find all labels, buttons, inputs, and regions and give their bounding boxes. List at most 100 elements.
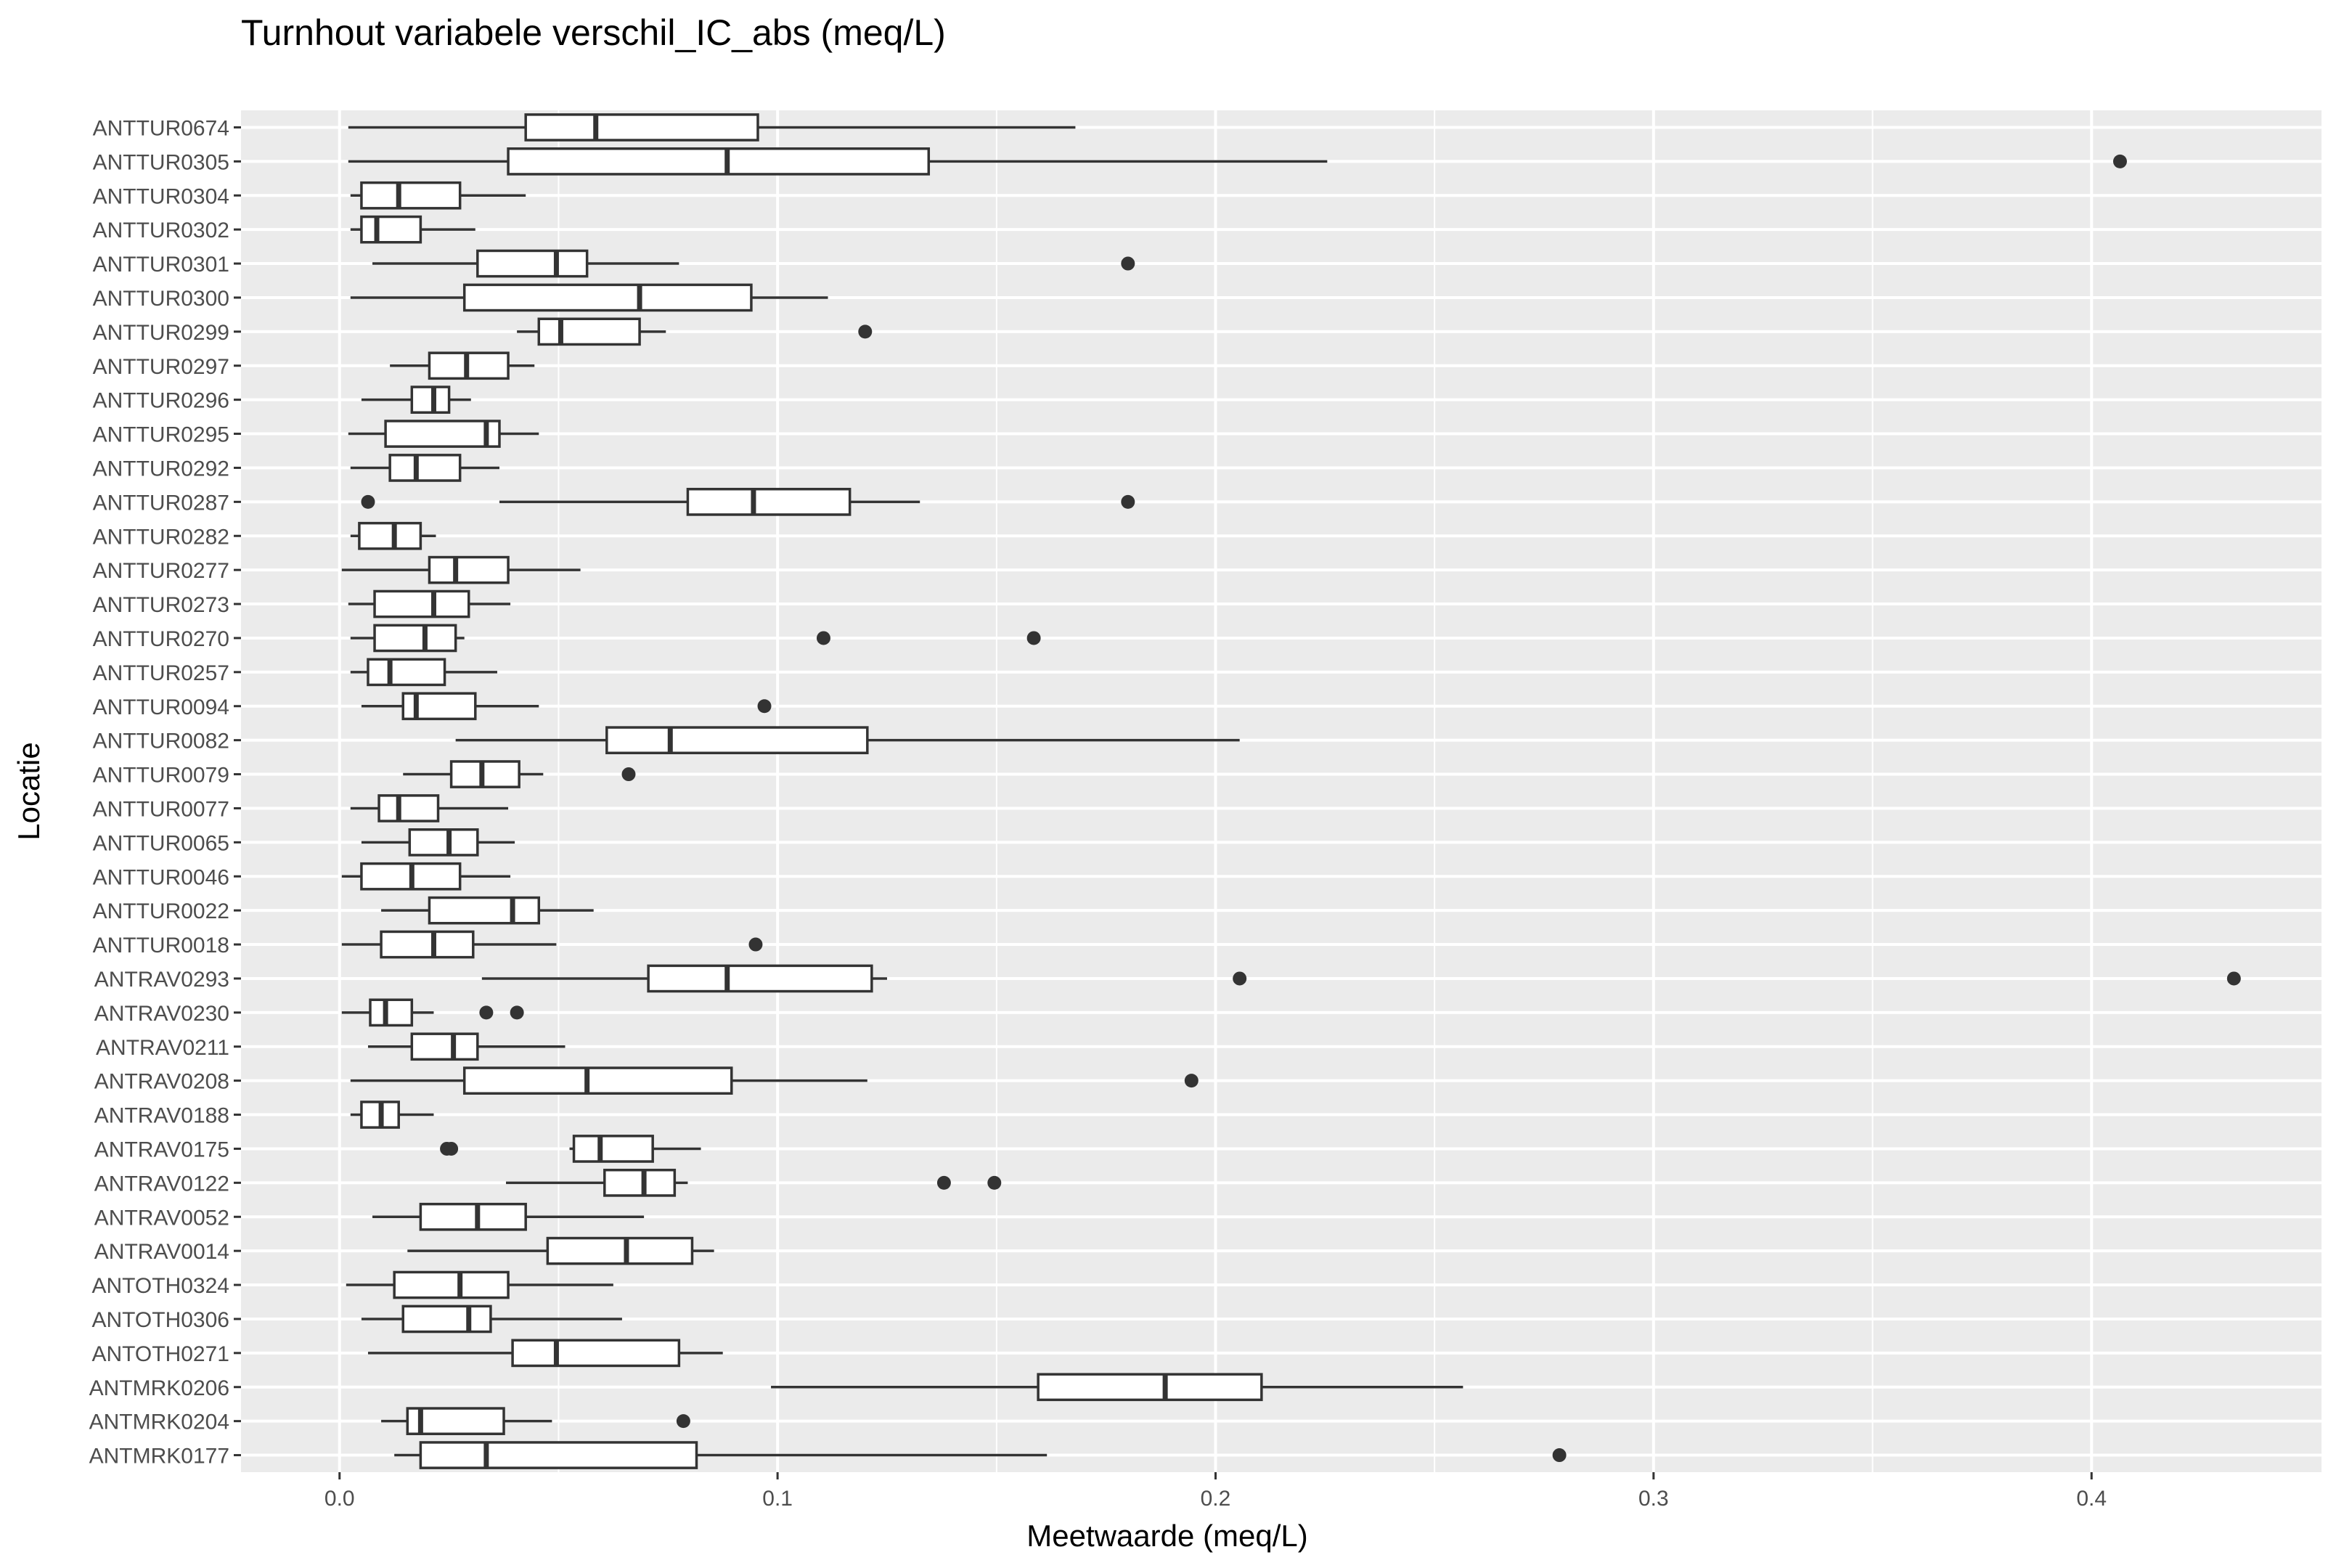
box-ANTTUR0282 (350, 521, 436, 550)
box-iqr (377, 794, 440, 822)
y-tick-label: ANTTUR0257 (93, 661, 229, 685)
box-ANTRAV0211 (367, 1032, 565, 1061)
box-iqr (449, 760, 520, 788)
x-axis-ticks: 0.0 0.1 0.2 0.3 0.4 (324, 1472, 2107, 1511)
box-ANTRAV0052 (372, 1202, 645, 1231)
y-tick-label: ANTRAV0188 (94, 1104, 229, 1128)
outlier-point (1026, 631, 1041, 645)
x-axis-title: Meetwaarde (meq/L) (1026, 1519, 1308, 1553)
box-ANTTUR0287 (361, 488, 1135, 516)
box-ANTTUR0304 (350, 181, 526, 210)
box-iqr (428, 555, 510, 584)
box-iqr (369, 998, 414, 1027)
box-iqr (476, 249, 589, 278)
box-ANTTUR0077 (350, 794, 509, 822)
y-tick-label: ANTTUR0079 (93, 764, 229, 788)
box-ANTTUR0297 (390, 351, 535, 380)
y-tick-label: ANTTUR0065 (93, 831, 229, 855)
box-iqr (524, 113, 759, 142)
x-tick-label: 0.1 (762, 1487, 793, 1511)
chart-title: Turnhout variabele verschil_IC_abs (meq/… (241, 12, 946, 53)
box-iqr (373, 589, 470, 618)
box-iqr (410, 1032, 479, 1061)
outlier-point (2226, 971, 2241, 986)
box-iqr (603, 1169, 677, 1197)
box-ANTTUR0270 (350, 624, 1041, 653)
box-iqr (360, 215, 422, 244)
box-ANTTUR0277 (341, 555, 581, 584)
y-tick-label: ANTTUR0301 (93, 253, 229, 277)
box-ANTTUR0046 (341, 862, 511, 891)
box-iqr (360, 181, 462, 210)
box-ANTTUR0018 (341, 930, 763, 959)
y-tick-label: ANTTUR0674 (93, 116, 229, 140)
box-ANTRAV0208 (350, 1066, 1199, 1095)
y-tick-label: ANTTUR0302 (93, 219, 229, 242)
box-iqr (1037, 1373, 1263, 1402)
outlier-point (1184, 1074, 1199, 1088)
x-tick-label: 0.3 (1638, 1487, 1669, 1511)
y-tick-label: ANTTUR0094 (93, 695, 229, 719)
y-tick-label: ANTTUR0287 (93, 491, 229, 515)
box-ANTTUR0296 (361, 385, 471, 414)
box-ANTTUR0302 (350, 215, 475, 244)
y-tick-label: ANTTUR0299 (93, 321, 229, 345)
y-tick-label: ANTRAV0230 (94, 1002, 229, 1026)
box-ANTTUR0300 (350, 283, 828, 312)
outlier-point (2112, 154, 2127, 168)
box-ANTOTH0306 (361, 1304, 622, 1334)
box-iqr (384, 420, 501, 448)
outlier-point (361, 494, 375, 509)
y-tick-label: ANTTUR0046 (93, 865, 229, 889)
box-ANTTUR0022 (381, 896, 594, 925)
y-tick-label: ANTRAV0052 (94, 1206, 229, 1230)
box-ANTTUR0079 (403, 760, 636, 788)
box-ANTOTH0271 (367, 1339, 723, 1368)
y-tick-label: ANTTUR0082 (93, 730, 229, 754)
x-tick-label: 0.4 (2076, 1487, 2107, 1511)
y-tick-label: ANTTUR0018 (93, 934, 229, 957)
y-tick-label: ANTTUR0270 (93, 627, 229, 651)
outlier-point (1233, 971, 1247, 986)
box-series (341, 113, 2241, 1469)
box-iqr (401, 1304, 492, 1334)
box-iqr (358, 521, 422, 550)
box-iqr (462, 1066, 733, 1095)
box-iqr (647, 964, 873, 993)
y-tick-label: ANTMRK0206 (89, 1376, 229, 1400)
y-tick-label: ANTOTH0324 (91, 1274, 229, 1298)
box-iqr (410, 385, 451, 414)
box-iqr (462, 283, 753, 312)
outlier-point (757, 699, 772, 714)
y-tick-label: ANTOTH0271 (91, 1342, 229, 1366)
box-ANTRAV0175 (440, 1135, 701, 1163)
box-iqr (406, 1407, 505, 1435)
box-iqr (373, 624, 457, 653)
box-ANTRAV0014 (407, 1236, 714, 1265)
y-tick-label: ANTTUR0305 (93, 150, 229, 174)
box-ANTMRK0206 (771, 1373, 1463, 1402)
box-iqr (393, 1270, 510, 1299)
box-ANTTUR0299 (517, 317, 873, 346)
y-tick-label: ANTRAV0293 (94, 968, 229, 992)
y-tick-label: ANTTUR0022 (93, 899, 229, 923)
y-tick-label: ANTRAV0122 (94, 1172, 229, 1196)
box-iqr (408, 828, 479, 857)
box-ANTMRK0204 (381, 1407, 690, 1435)
y-tick-label: ANTTUR0295 (93, 423, 229, 447)
box-ANTTUR0305 (348, 147, 2127, 176)
y-axis-title: Locatie (12, 742, 46, 840)
grid-lines (241, 110, 2322, 1472)
box-iqr (507, 147, 931, 176)
box-ANTTUR0065 (361, 828, 515, 857)
plot-background (241, 110, 2322, 1472)
outlier-point (444, 1141, 459, 1156)
box-ANTTUR0082 (455, 726, 1240, 754)
box-ANTOTH0324 (346, 1270, 613, 1299)
y-tick-label: ANTTUR0077 (93, 797, 229, 821)
outlier-point (936, 1175, 951, 1190)
box-ANTTUR0292 (350, 454, 499, 482)
box-ANTTUR0674 (348, 113, 1076, 142)
box-iqr (572, 1135, 654, 1163)
y-tick-label: ANTTUR0292 (93, 457, 229, 481)
